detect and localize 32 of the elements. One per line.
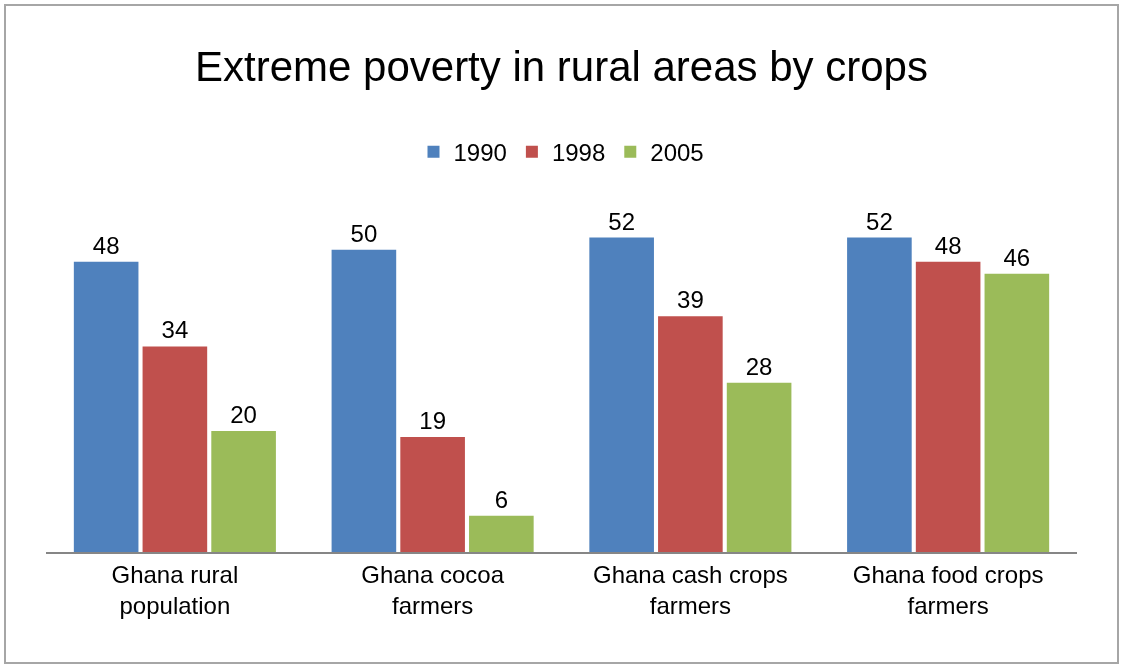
bar	[400, 437, 465, 552]
data-label: 19	[419, 407, 446, 435]
x-tick-label: Ghana food crops farmers	[852, 560, 1044, 619]
bar	[331, 249, 397, 552]
data-label: 52	[866, 207, 893, 235]
legend-label: 2005	[650, 139, 704, 167]
bar	[984, 273, 1050, 552]
data-label: 39	[677, 286, 704, 314]
chart-title: Extreme poverty in rural areas by crops	[195, 43, 928, 91]
bar	[211, 431, 276, 552]
legend-label: 1998	[551, 139, 606, 167]
data-label: 34	[161, 316, 189, 344]
data-label: 46	[1003, 243, 1031, 271]
bar	[589, 237, 654, 552]
x-tick-label: Ghana rural population	[111, 560, 239, 619]
data-label: 28	[745, 352, 773, 380]
bar	[915, 261, 981, 552]
data-label: 20	[230, 401, 257, 429]
bar	[73, 261, 139, 552]
data-label: 50	[350, 219, 378, 247]
data-label: 6	[494, 485, 509, 513]
data-label: 48	[92, 231, 120, 259]
data-label: 52	[608, 207, 635, 235]
x-tick-label: Ghana cocoa farmers	[361, 560, 505, 619]
bar	[469, 515, 534, 552]
data-label: 48	[934, 231, 962, 259]
legend-label: 1990	[453, 139, 507, 167]
bar	[726, 382, 792, 552]
x-tick-label: Ghana cash crops farmers	[592, 560, 788, 619]
bar	[142, 346, 208, 552]
bar	[847, 237, 912, 552]
bar	[658, 316, 723, 552]
